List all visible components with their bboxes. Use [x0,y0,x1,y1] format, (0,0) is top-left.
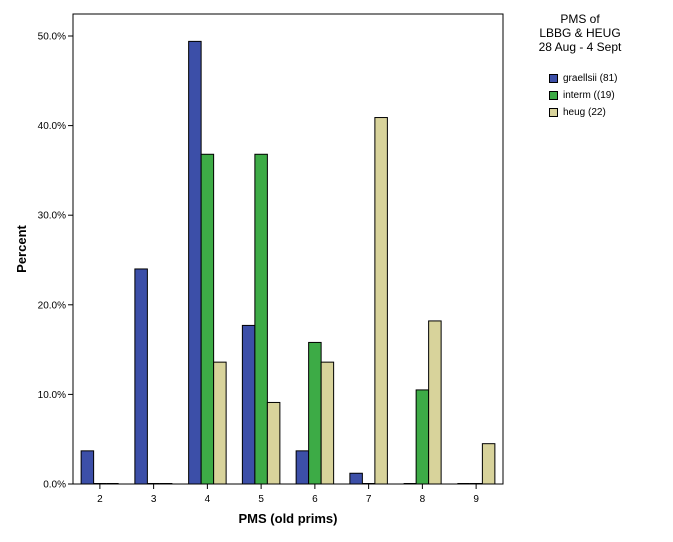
x-tick-label: 4 [205,494,211,505]
legend-items: graellsii (81) interm ((19) heug (22) [549,70,670,121]
bar-graellsii-6 [295,450,310,485]
y-tick-label: 40.0% [38,121,66,132]
bar-heug-5 [266,401,281,485]
legend: PMS of LBBG & HEUG 28 Aug - 4 Sept grael… [520,12,670,121]
x-tick-label: 5 [258,494,264,505]
x-axis-title: PMS (old prims) [239,511,338,526]
bar-heug-4 [213,361,227,485]
legend-label-heug: heug (22) [563,107,606,118]
bar-graellsii-3 [134,268,148,485]
legend-title-line-3: 28 Aug - 4 Sept [538,40,622,54]
plot-frame [72,13,504,485]
legend-swatch-interm [549,91,558,100]
bar-interm-4 [200,153,215,485]
legend-item-graellsii: graellsii (81) [549,70,670,87]
x-tick-label: 2 [97,494,103,505]
legend-label-interm: interm ((19) [563,90,615,101]
bar-graellsii-7 [349,472,363,485]
bar-interm-8 [415,389,430,485]
y-tick-label: 20.0% [38,300,66,311]
legend-item-interm: interm ((19) [549,87,670,104]
bar-heug-7 [374,117,388,485]
y-axis-title: Percent [14,224,29,272]
y-tick-label: 0.0% [43,480,66,491]
bar-graellsii-2 [80,450,95,485]
legend-swatch-graellsii [549,74,558,83]
bar-heug-6 [320,361,335,485]
x-tick-label: 7 [366,494,372,505]
legend-label-graellsii: graellsii (81) [563,73,618,84]
y-axis-ticks: 0.0% 10.0% 20.0% 30.0% 40.0% 50.0% [38,32,73,491]
bar-heug-9 [481,443,496,485]
x-tick-label: 6 [312,494,318,505]
legend-title-line-1: PMS of [560,12,600,26]
bar-graellsii-5 [241,324,256,485]
x-tick-label: 9 [473,494,479,505]
x-tick-label: 8 [420,494,426,505]
y-tick-label: 50.0% [38,32,66,43]
y-tick-label: 30.0% [38,211,66,222]
bars-group [80,40,496,485]
bar-interm-6 [308,341,322,485]
x-axis-ticks: 2 3 4 5 6 7 8 9 [97,484,479,505]
x-tick-label: 3 [151,494,157,505]
legend-item-heug: heug (22) [549,104,670,121]
bar-heug-8 [428,320,442,485]
y-tick-label: 10.0% [38,390,66,401]
legend-title: PMS of LBBG & HEUG 28 Aug - 4 Sept [520,12,640,54]
bar-graellsii-4 [188,40,202,485]
legend-title-line-2: LBBG & HEUG [539,26,621,40]
bar-interm-5 [254,153,268,485]
legend-swatch-heug [549,108,558,117]
